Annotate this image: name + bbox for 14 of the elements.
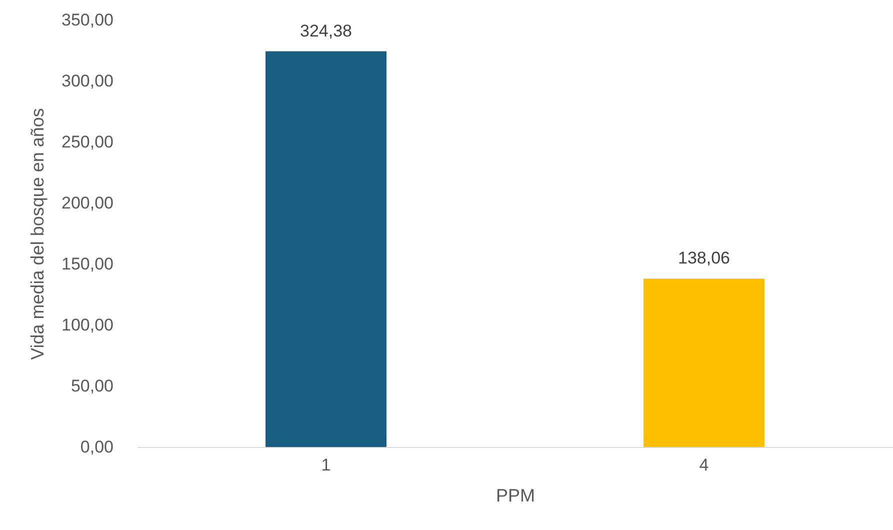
y-tick-label: 0,00	[80, 438, 114, 456]
x-tick-label: 4	[699, 456, 709, 474]
y-tick-label: 200,00	[62, 194, 114, 212]
y-axis-title: Vida media del bosque en años	[28, 108, 48, 360]
y-tick-label: 50,00	[70, 376, 114, 396]
data-label: 324,38	[300, 21, 352, 40]
y-tick-label: 250,00	[62, 132, 114, 152]
y-tick-label: 350,00	[62, 10, 114, 30]
x-axis-title: PPM	[496, 486, 536, 506]
data-label: 138,06	[678, 248, 730, 268]
y-tick-label: 100,00	[62, 316, 114, 334]
y-tick-label: 150,00	[62, 254, 114, 274]
y-tick-label: 300,00	[62, 72, 114, 90]
x-tick-label: 1	[321, 456, 331, 474]
